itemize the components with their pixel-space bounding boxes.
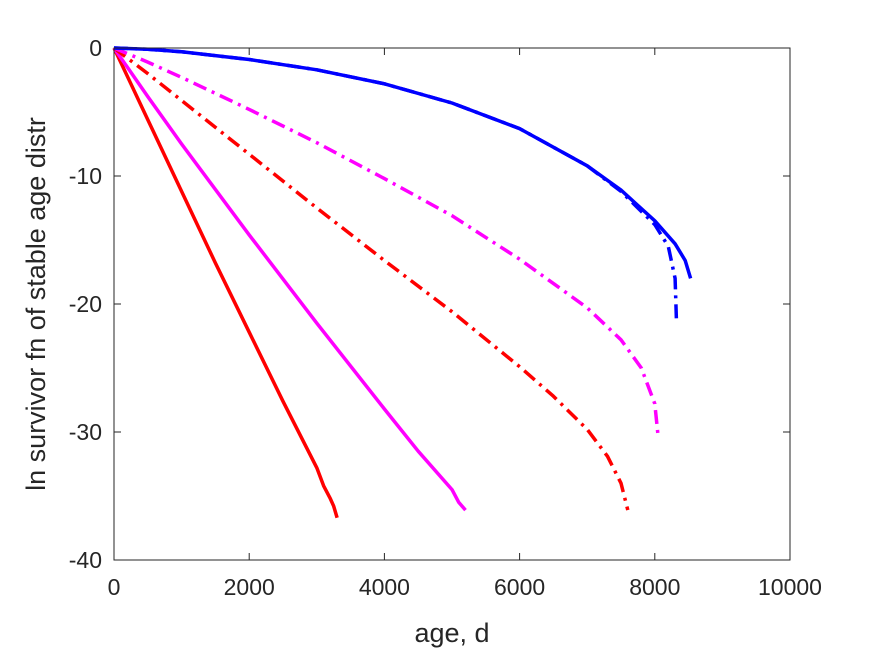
- y-axis-label: ln survivor fn of stable age distr: [21, 117, 51, 491]
- x-tick-label: 8000: [629, 574, 680, 600]
- y-tick-label: 0: [89, 35, 102, 61]
- y-tick-label: -20: [69, 291, 102, 317]
- series-line-2: [112, 47, 467, 512]
- y-tick-label: -40: [69, 547, 102, 573]
- series-layer: [112, 46, 693, 519]
- x-tick-label: 2000: [224, 574, 275, 600]
- x-axis: 0 2000 4000 6000 8000 10000: [108, 48, 822, 600]
- plot-background: [114, 48, 790, 560]
- y-axis: 0 -10 -20 -30 -40: [69, 35, 790, 573]
- x-tick-label: 6000: [494, 574, 545, 600]
- x-axis-label: age, d: [414, 618, 489, 648]
- y-tick-label: -30: [69, 419, 102, 445]
- series-line-6: [113, 46, 693, 279]
- y-tick-label: -10: [69, 163, 102, 189]
- x-tick-label: 10000: [758, 574, 822, 600]
- series-line-3: [112, 46, 630, 511]
- x-tick-label: 0: [108, 574, 121, 600]
- x-tick-label: 4000: [359, 574, 410, 600]
- series-line-4: [113, 46, 660, 438]
- series-line-1: [112, 47, 339, 519]
